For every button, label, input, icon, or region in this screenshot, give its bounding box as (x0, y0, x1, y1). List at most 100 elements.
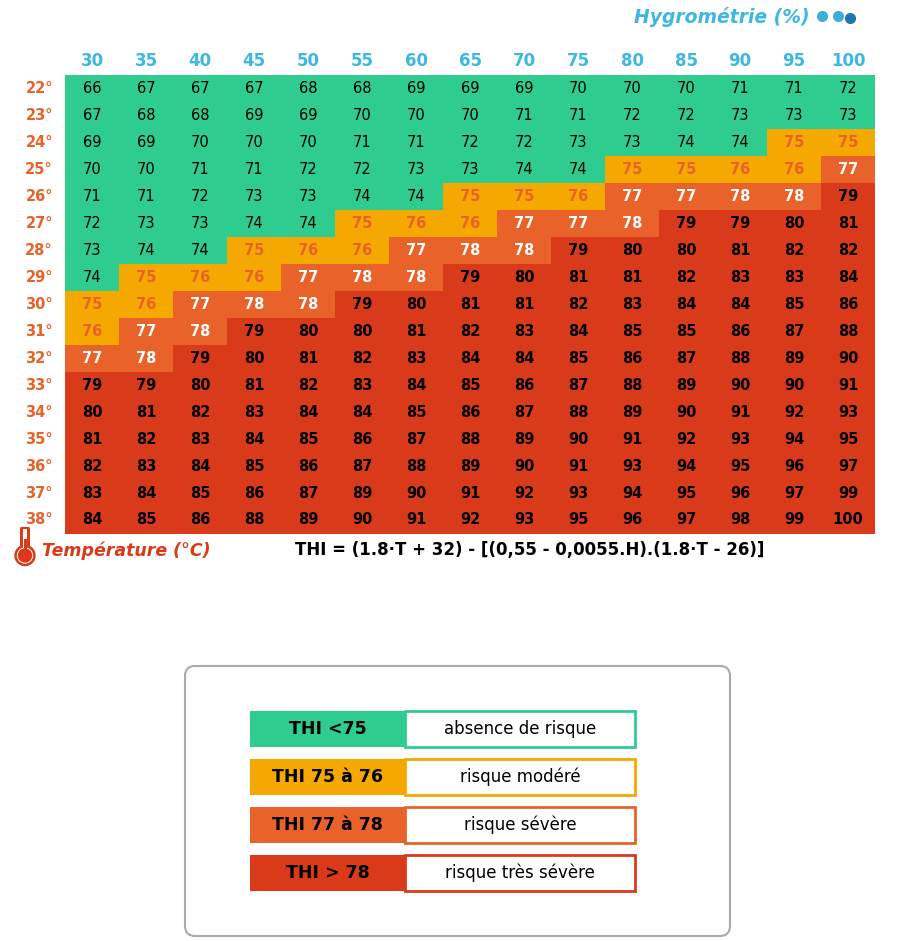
Text: 81: 81 (838, 215, 859, 231)
Text: 89: 89 (298, 513, 319, 528)
Bar (767, 263, 821, 291)
Bar (605, 155, 659, 183)
Bar (605, 210, 659, 236)
Text: 73: 73 (785, 107, 803, 122)
Bar (551, 263, 605, 291)
Text: 92: 92 (784, 405, 804, 420)
Bar (551, 74, 605, 102)
Bar (389, 102, 443, 129)
Bar (497, 210, 551, 236)
Bar (65, 372, 119, 398)
Text: 100: 100 (831, 52, 865, 70)
Bar (281, 74, 335, 102)
Text: 85: 85 (244, 458, 265, 473)
Text: 95: 95 (782, 52, 806, 70)
Text: 73: 73 (569, 135, 587, 150)
Text: 95: 95 (676, 486, 697, 501)
Text: 84: 84 (676, 296, 697, 311)
Text: 71: 71 (407, 135, 426, 150)
Bar (389, 398, 443, 425)
Text: 75: 75 (838, 135, 859, 150)
Bar (173, 74, 227, 102)
Text: 24°: 24° (25, 135, 53, 150)
Text: 77: 77 (676, 188, 696, 203)
Text: 71: 71 (731, 81, 750, 95)
Text: 90: 90 (676, 405, 697, 420)
Bar (821, 453, 875, 480)
Bar (65, 263, 119, 291)
Bar (605, 236, 659, 263)
Bar (605, 129, 659, 155)
Text: 73: 73 (137, 215, 155, 231)
Text: 84: 84 (568, 324, 589, 339)
Bar (281, 453, 335, 480)
Text: 71: 71 (191, 162, 210, 177)
Bar (65, 236, 119, 263)
Bar (551, 372, 605, 398)
Text: 68: 68 (353, 81, 371, 95)
Text: 74: 74 (731, 135, 750, 150)
Bar (23, 538, 26, 549)
Bar (389, 317, 443, 344)
Text: 92: 92 (676, 432, 696, 446)
Bar (713, 425, 767, 453)
Bar (119, 236, 173, 263)
Bar (713, 210, 767, 236)
Bar (65, 74, 119, 102)
Text: 82: 82 (190, 405, 211, 420)
Text: 86: 86 (838, 296, 859, 311)
Text: 75: 75 (460, 188, 481, 203)
Bar (281, 372, 335, 398)
Text: 80: 80 (244, 350, 265, 365)
Text: 81: 81 (82, 432, 103, 446)
Text: 100: 100 (832, 513, 863, 528)
Bar (335, 263, 389, 291)
Bar (389, 74, 443, 102)
Text: 86: 86 (514, 377, 535, 392)
Text: 90: 90 (406, 486, 427, 501)
Text: 81: 81 (136, 405, 157, 420)
Circle shape (17, 548, 32, 563)
Bar (821, 102, 875, 129)
Text: 69: 69 (407, 81, 425, 95)
Text: 82: 82 (676, 269, 697, 284)
Bar (821, 372, 875, 398)
Text: 70: 70 (407, 107, 426, 122)
Bar (227, 344, 281, 372)
Bar (497, 291, 551, 317)
Text: 70: 70 (83, 162, 102, 177)
Bar (335, 480, 389, 506)
Text: 97: 97 (676, 513, 696, 528)
Text: 84: 84 (838, 269, 859, 284)
Text: 84: 84 (514, 350, 535, 365)
Text: 33°: 33° (25, 377, 53, 392)
Bar (119, 263, 173, 291)
Bar (821, 155, 875, 183)
Text: 81: 81 (568, 269, 589, 284)
Bar (119, 317, 173, 344)
Bar (119, 425, 173, 453)
Bar (281, 506, 335, 534)
FancyBboxPatch shape (250, 855, 405, 891)
Bar (119, 453, 173, 480)
Text: 79: 79 (460, 269, 480, 284)
FancyBboxPatch shape (405, 807, 635, 843)
Text: 71: 71 (569, 107, 588, 122)
Text: 31°: 31° (25, 324, 53, 339)
Text: 71: 71 (245, 162, 264, 177)
Text: 66: 66 (83, 81, 101, 95)
Bar (605, 398, 659, 425)
Text: 79: 79 (136, 377, 156, 392)
Bar (65, 453, 119, 480)
Bar (659, 263, 713, 291)
Text: 28°: 28° (25, 243, 53, 258)
Text: 79: 79 (730, 215, 750, 231)
Text: 35: 35 (134, 52, 158, 70)
Text: 86: 86 (730, 324, 751, 339)
Text: 82: 82 (784, 243, 805, 258)
Text: risque modéré: risque modéré (460, 768, 580, 787)
Text: 77: 77 (190, 296, 210, 311)
Text: 36°: 36° (25, 458, 53, 473)
Text: 83: 83 (406, 350, 427, 365)
Text: 73: 73 (191, 215, 209, 231)
